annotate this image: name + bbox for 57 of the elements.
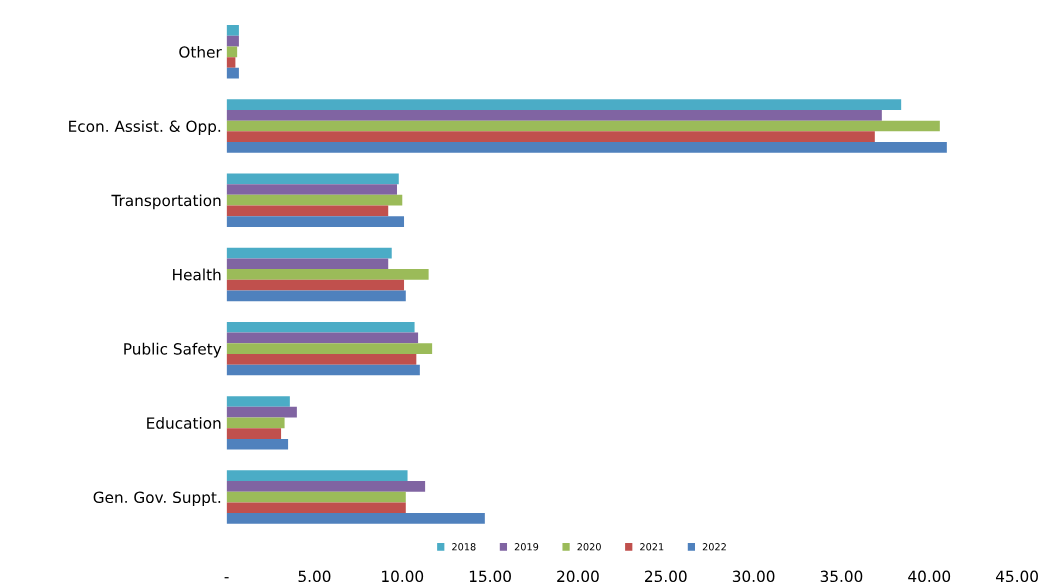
bar: [226, 46, 238, 58]
x-tick-label: 45.00: [995, 570, 1038, 583]
bar: [226, 438, 289, 450]
bar: [226, 67, 239, 79]
x-tick-label: 15.00: [469, 570, 511, 583]
bar: [226, 332, 419, 344]
bar: [226, 279, 405, 291]
bar: [226, 205, 389, 217]
bar: [226, 216, 405, 227]
x-tick-label: 40.00: [908, 570, 951, 583]
bar: [226, 353, 417, 365]
bar: [226, 109, 882, 121]
bar: [226, 321, 415, 333]
y-tick-label: Public Safety: [124, 342, 222, 358]
bar: [226, 25, 239, 36]
x-tick-label: 5.00: [298, 570, 331, 583]
bar: [226, 290, 406, 302]
bar: [226, 502, 406, 514]
bar: [226, 173, 399, 185]
bar: [226, 35, 239, 47]
y-tick-label: Health: [173, 268, 221, 281]
bar: [226, 258, 389, 270]
legend-label: 2018: [452, 543, 476, 551]
x-tick-label: -: [224, 577, 229, 579]
y-tick-label: Other: [179, 45, 222, 58]
legend-label: 2019: [514, 543, 539, 551]
bar: [226, 57, 236, 68]
y-tick-label: Transportation: [111, 194, 221, 210]
x-tick-label: 20.00: [557, 570, 599, 583]
bar: [226, 269, 429, 280]
bar: [226, 491, 406, 503]
bar: [226, 513, 485, 524]
bar: [226, 406, 297, 418]
legend-label: 2020: [577, 543, 601, 551]
x-tick-label: 30.00: [732, 570, 775, 583]
bar: [226, 184, 398, 195]
y-tick-label: Gen. Gov. Suppt.: [93, 491, 221, 507]
bar: [226, 247, 392, 259]
x-tick-label: 35.00: [820, 570, 863, 583]
legend-label: 2021: [640, 543, 664, 551]
bar: [226, 481, 426, 492]
x-tick-label: 25.00: [645, 570, 687, 583]
bar: [226, 131, 875, 143]
bar: [226, 194, 403, 206]
bar: [226, 428, 282, 439]
bar: [226, 343, 433, 354]
y-tick-label: Econ. Assist. & Opp.: [69, 120, 221, 135]
bar: [226, 120, 940, 132]
x-tick-label: 10.00: [382, 570, 424, 583]
bar: [226, 470, 408, 482]
bar: [226, 364, 420, 376]
bar: [226, 142, 947, 153]
legend-label: 2022: [702, 543, 726, 551]
bar: [226, 99, 902, 110]
bar: [226, 396, 290, 407]
y-tick-label: Education: [147, 417, 221, 429]
bar: [226, 417, 285, 429]
